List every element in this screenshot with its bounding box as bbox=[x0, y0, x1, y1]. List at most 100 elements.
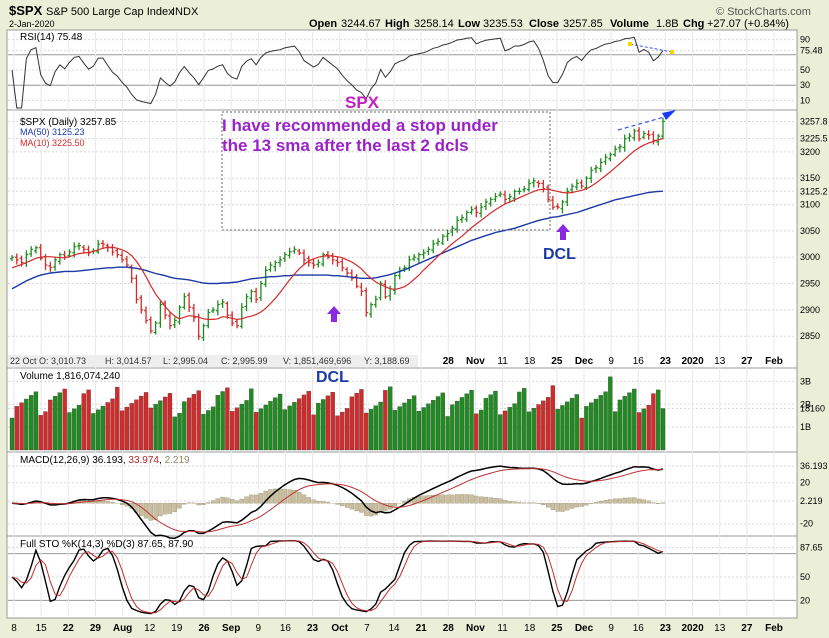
volume-bar bbox=[287, 405, 292, 451]
inner-month-labels: 28 Nov 11 18 25 Dec 9 16 23 2020 13 27 Feb bbox=[443, 356, 783, 367]
volume-bar bbox=[502, 410, 508, 451]
volume-bar bbox=[574, 394, 579, 451]
volume-bar bbox=[450, 404, 455, 451]
macd-histogram-bar bbox=[201, 503, 206, 505]
volume-bar bbox=[234, 407, 240, 451]
inner-x-tick-label: 23 bbox=[660, 356, 672, 367]
macd-histogram-bar bbox=[545, 503, 551, 508]
crosshair-readout-bar bbox=[8, 355, 418, 367]
x-tick-label: 16 bbox=[280, 623, 292, 634]
volume-bar bbox=[115, 386, 120, 451]
macd-histogram-bar bbox=[139, 503, 144, 516]
macd-histogram-bar bbox=[507, 501, 512, 504]
macd-histogram-bar bbox=[392, 503, 398, 507]
volume-bar bbox=[469, 389, 474, 451]
volume-bar bbox=[105, 402, 110, 451]
y-tick-label: 2850 bbox=[800, 331, 820, 341]
macd-histogram-bar bbox=[445, 494, 450, 504]
x-tick-label: 18 bbox=[524, 623, 536, 634]
volume-bar bbox=[349, 396, 355, 451]
volume-bar bbox=[9, 417, 15, 451]
x-tick-label: 23 bbox=[660, 623, 672, 634]
x-tick-label: 12 bbox=[144, 623, 156, 634]
macd-histogram-bar bbox=[225, 497, 230, 504]
macd-histogram-bar bbox=[488, 497, 493, 504]
rsi-label: RSI(14) 75.48 bbox=[20, 32, 83, 43]
macd-histogram-bar bbox=[440, 494, 445, 504]
volume-bar bbox=[297, 398, 302, 451]
volume-bar bbox=[249, 388, 254, 451]
volume-bar bbox=[72, 408, 77, 451]
macd-histogram-bar bbox=[622, 497, 627, 504]
volume-bar bbox=[52, 396, 58, 451]
volume-bar bbox=[48, 399, 53, 451]
macd-histogram-bar bbox=[249, 494, 254, 504]
rsi-trend-marker bbox=[628, 42, 632, 46]
volume-bar bbox=[354, 392, 359, 451]
svg-text:MACD(12,26,9) 36.193, 33.974,: MACD(12,26,9) 36.193, 33.974, 2.219 bbox=[20, 455, 190, 466]
volume-bar bbox=[186, 397, 192, 451]
volume-bar bbox=[340, 411, 345, 451]
macd-histogram-bar bbox=[344, 503, 350, 508]
chart-marks bbox=[9, 36, 666, 615]
volume-bar bbox=[100, 405, 106, 451]
volume-bar bbox=[268, 401, 273, 451]
macd-line bbox=[11, 465, 664, 540]
volume-bar bbox=[545, 397, 551, 451]
macd-histogram-bar bbox=[512, 501, 517, 504]
volume-bar bbox=[57, 392, 63, 451]
inner-x-tick-label: 11 bbox=[497, 356, 508, 367]
volume-bar bbox=[292, 402, 297, 451]
volume-bar bbox=[512, 403, 517, 451]
macd-histogram-bar bbox=[311, 499, 316, 504]
volume-bar bbox=[158, 400, 163, 451]
volume-bar bbox=[431, 400, 436, 451]
volume-bar bbox=[67, 412, 72, 451]
readout-high: H: 3,014.57 bbox=[105, 356, 152, 366]
macd-histogram-bar bbox=[416, 496, 422, 504]
macd-histogram-bar bbox=[234, 500, 240, 504]
x-tick-label: 14 bbox=[388, 623, 400, 634]
volume-bar bbox=[368, 409, 374, 451]
macd-histogram-bar bbox=[239, 498, 244, 504]
price-trend-line bbox=[617, 115, 669, 131]
x-axis-labels: 8 15 22 29 Aug 12 19 26 Sep 9 16 23 Oct 7 14 21 28 Nov 11 1… bbox=[11, 623, 783, 634]
volume-bar bbox=[579, 417, 584, 451]
macd-histogram-bar bbox=[651, 502, 656, 504]
macd-histogram-bar bbox=[316, 501, 321, 504]
volume-bar bbox=[617, 399, 623, 451]
inner-x-tick-label: 9 bbox=[608, 356, 614, 367]
volume-bar bbox=[364, 412, 369, 451]
macd-histogram-bar bbox=[230, 499, 235, 504]
macd-histogram-bar bbox=[253, 494, 259, 504]
volume-label: Volume 1,816,074,240 bbox=[20, 371, 121, 382]
volume-bar bbox=[526, 411, 532, 451]
macd-histogram-bar bbox=[306, 497, 311, 504]
macd-histogram-bar bbox=[646, 500, 651, 504]
dcl-arrow-icon-1 bbox=[327, 306, 341, 322]
volume-bar bbox=[301, 394, 307, 451]
macd-histogram-bar bbox=[598, 501, 603, 504]
price-legend-ma50: MA(50) 3125.23 bbox=[20, 127, 85, 137]
macd-histogram-bar bbox=[177, 503, 182, 509]
y-tick-label: 3100 bbox=[800, 200, 820, 210]
volume-bar bbox=[407, 399, 412, 451]
x-tick-label: 25 bbox=[551, 623, 563, 634]
macd-label-prefix: MACD(12,26,9) bbox=[20, 455, 89, 466]
x-tick-label: 22 bbox=[63, 623, 75, 634]
macd-histogram-bar bbox=[148, 503, 153, 521]
volume-bar bbox=[536, 404, 541, 451]
volume-bar bbox=[110, 398, 115, 451]
macd-histogram-bar bbox=[153, 503, 158, 520]
y-tick-label: 50 bbox=[800, 65, 810, 75]
volume-bar bbox=[531, 408, 536, 451]
volume-bar bbox=[225, 387, 230, 451]
sto-k-line bbox=[11, 539, 664, 615]
y-tick-label: 36.193 bbox=[800, 461, 828, 471]
volume-bar bbox=[550, 385, 556, 451]
volume-bar bbox=[593, 398, 599, 451]
y-tick-label: 10 bbox=[800, 95, 810, 105]
volume-bar bbox=[622, 396, 627, 451]
macd-histogram-bar bbox=[105, 501, 110, 504]
